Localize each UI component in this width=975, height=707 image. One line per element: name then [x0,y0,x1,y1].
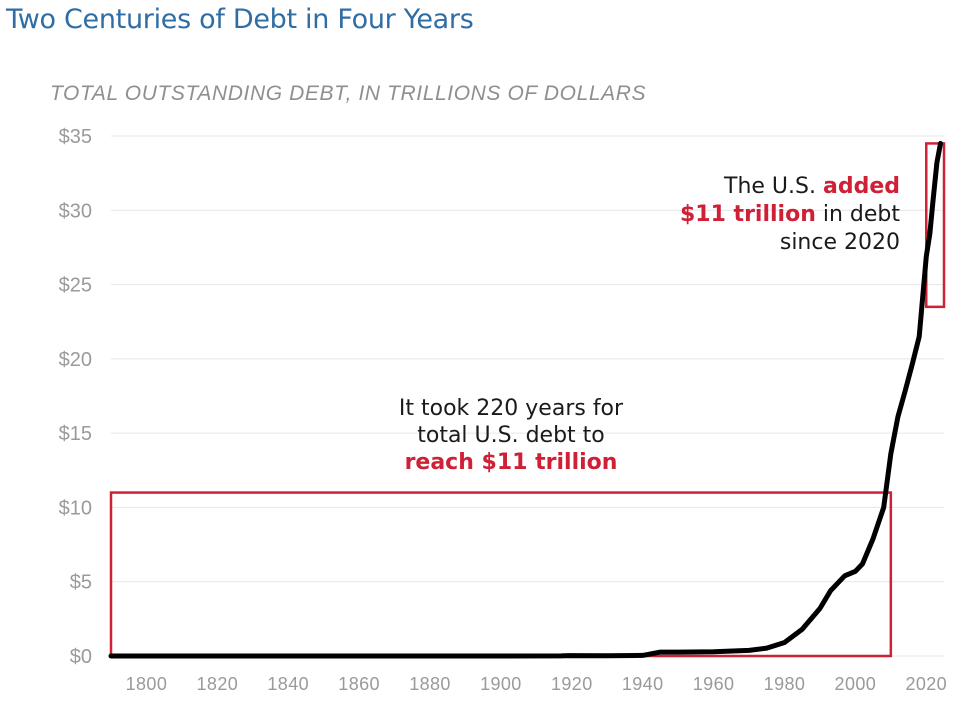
x-tick-label: 1920 [551,674,593,694]
annotation-highlight: reach $11 trillion [405,450,618,475]
chart-subtitle: TOTAL OUTSTANDING DEBT, IN TRILLIONS OF … [50,82,647,105]
annotation-text-1: It took 220 years for [399,396,624,421]
annotation-run: since 2020 [780,230,900,255]
annotation-box-2 [925,142,946,309]
y-tick-label: $35 [59,126,92,148]
y-tick-label: $10 [59,497,92,519]
y-tick-label: $0 [70,646,92,668]
annotation-run: The U.S. [723,174,823,199]
x-tick-label: 1980 [764,674,806,694]
annotation-highlight: added [823,174,900,199]
x-tick-label: 1960 [693,674,735,694]
y-tick-label: $25 [59,275,92,297]
annotation-highlight: $11 trillion [680,202,816,227]
annotation-run: in debt [816,202,901,227]
annotation-box-1 [109,491,893,658]
annotation-text-2: since 2020 [780,230,900,255]
x-tick-label: 1880 [409,674,451,694]
annotation-text-2: The U.S. added [723,174,900,199]
x-tick-label: 1820 [197,674,239,694]
annotation-text-1: reach $11 trillion [405,450,618,475]
page-title: Two Centuries of Debt in Four Years [6,4,474,35]
annotation-run: It took 220 years for [399,396,624,421]
x-tick-label: 1800 [126,674,168,694]
x-tick-label: 1900 [480,674,522,694]
x-tick-label: 1940 [622,674,664,694]
x-tick-label: 1860 [338,674,380,694]
annotation-text-1: total U.S. debt to [417,423,605,448]
y-tick-label: $15 [59,423,92,445]
y-tick-label: $30 [59,200,92,222]
debt-series-line [108,140,943,659]
x-tick-label: 2000 [835,674,877,694]
x-tick-label: 2020 [905,674,947,694]
y-tick-label: $5 [70,572,92,594]
y-tick-label: $20 [59,349,92,371]
annotation-run: total U.S. debt to [417,423,605,448]
annotation-text-2: $11 trillion in debt [680,202,900,227]
x-tick-label: 1840 [267,674,309,694]
